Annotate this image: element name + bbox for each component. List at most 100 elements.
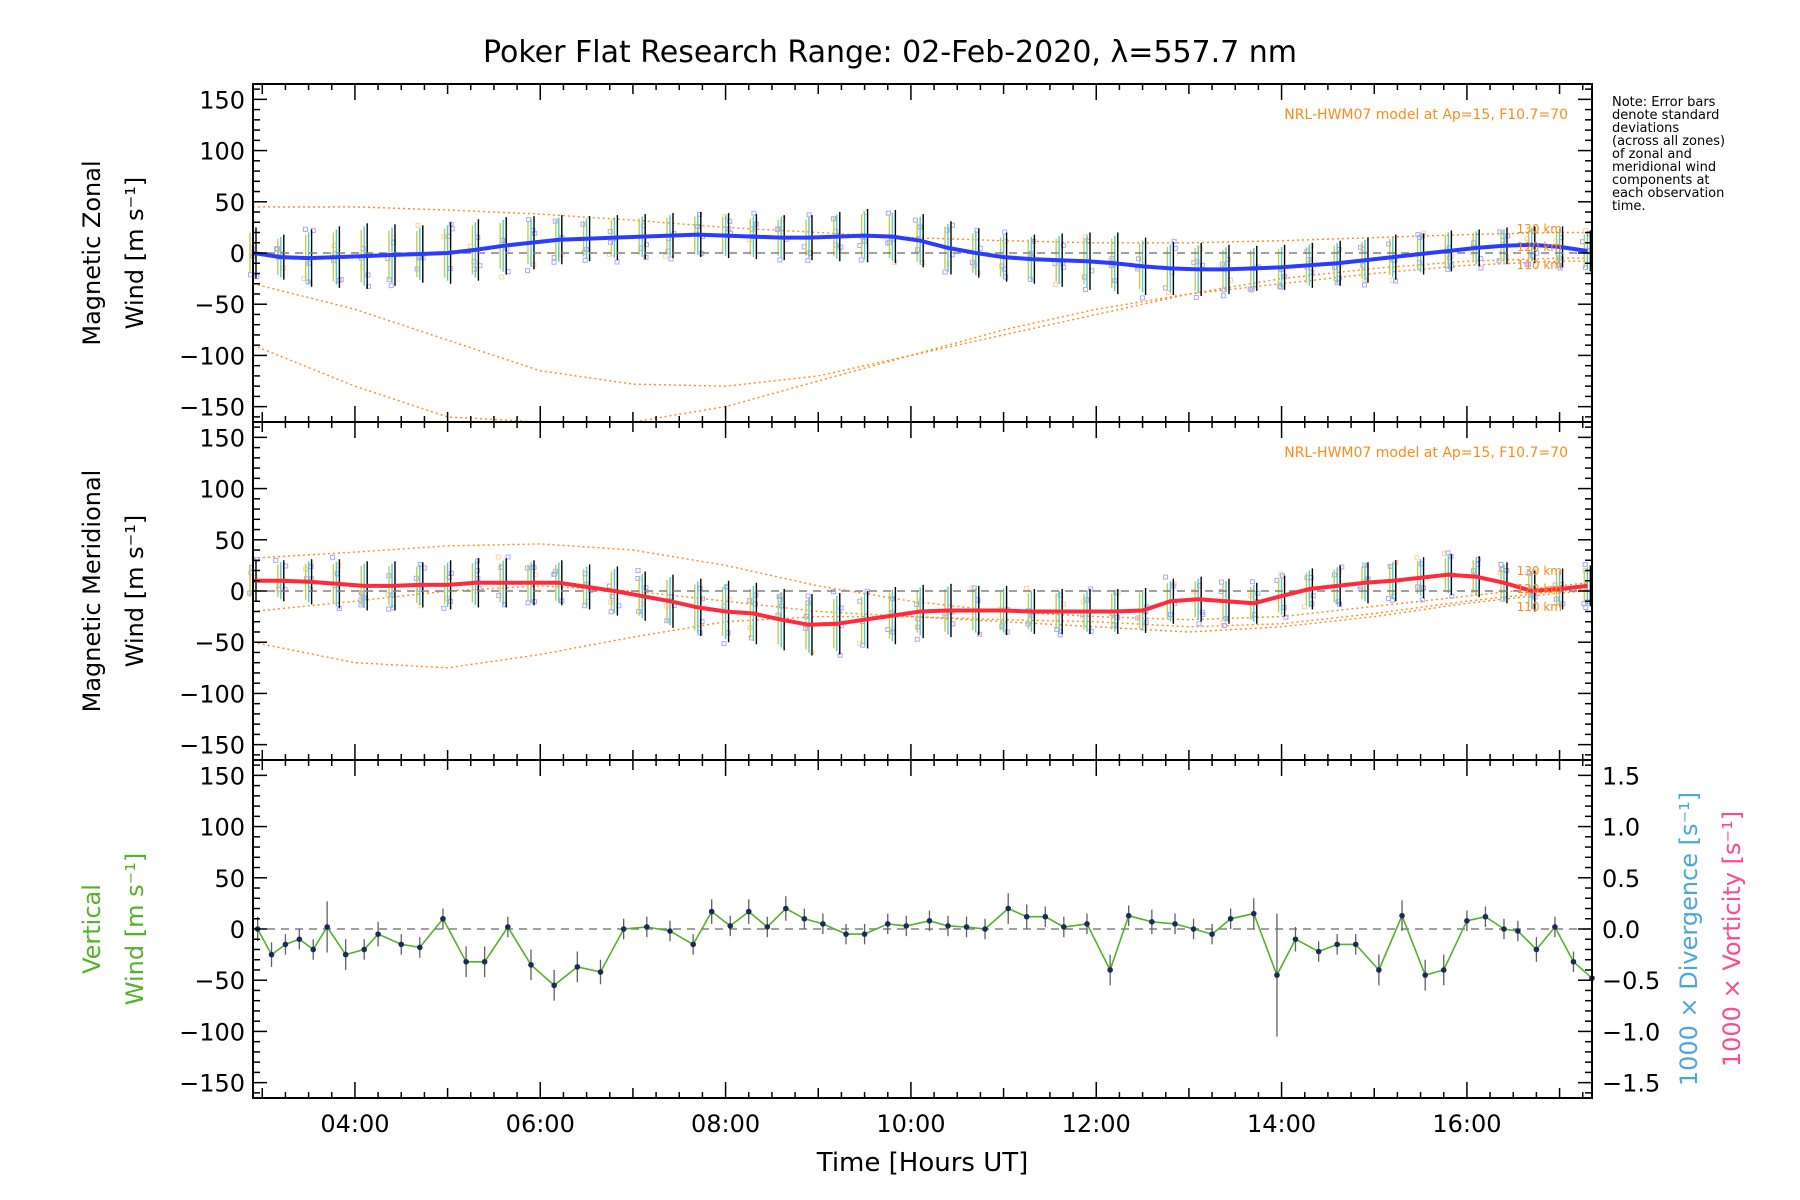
data-point bbox=[745, 908, 752, 915]
data-point bbox=[1005, 905, 1012, 912]
data-point bbox=[1209, 931, 1215, 937]
y-tick-label: 0 bbox=[230, 240, 245, 268]
data-point bbox=[1315, 948, 1322, 955]
scatter-point bbox=[1199, 262, 1205, 268]
y-tick-label: −100 bbox=[179, 342, 245, 370]
data-point bbox=[1464, 918, 1470, 924]
data-point bbox=[324, 924, 330, 930]
scatter-point bbox=[838, 244, 844, 250]
note-line: (across all zones) bbox=[1612, 134, 1725, 149]
scatter-point bbox=[858, 257, 864, 263]
meridional-model-curves bbox=[252, 543, 1588, 669]
scatter-point bbox=[722, 213, 728, 219]
scatter-point bbox=[1302, 604, 1308, 610]
scatter-point bbox=[330, 554, 336, 560]
y2-tick-label: 1.5 bbox=[1602, 762, 1640, 790]
y-tick-label: 50 bbox=[214, 189, 245, 217]
scatter-point bbox=[914, 636, 920, 642]
scatter-point bbox=[668, 256, 674, 262]
vertical-x-axis: 04:00 06:00 08:00 10:00 12:00 14:00 16:00 bbox=[261, 760, 1584, 1138]
data-point bbox=[268, 951, 275, 958]
scatter-point bbox=[777, 257, 783, 263]
vertical-errorbars bbox=[256, 893, 1593, 1037]
data-point bbox=[861, 931, 868, 937]
model-height-label: 120 km bbox=[1517, 582, 1562, 596]
divergence-axis-label: 1000 × Divergence [s⁻¹] bbox=[1675, 792, 1703, 1086]
scatter-point bbox=[1310, 593, 1316, 599]
model-curve bbox=[253, 206, 1588, 244]
scatter-point bbox=[1199, 609, 1205, 615]
y-tick-label: −50 bbox=[194, 291, 245, 319]
data-point bbox=[416, 944, 423, 951]
y-tick-label: 100 bbox=[199, 814, 245, 842]
meridional-model-label: NRL-HWM07 model at Ap=15, F10.7=70 bbox=[1284, 445, 1568, 461]
y-tick-label: −100 bbox=[179, 1018, 245, 1046]
zonal-panel: 150 100 50 0 −50 −100 −150 NRL-HWM07 model at … bbox=[78, 83, 1593, 423]
y-tick-label: 150 bbox=[199, 424, 245, 452]
scatter-point bbox=[1557, 265, 1563, 271]
scatter-point bbox=[1218, 579, 1224, 585]
data-point bbox=[1061, 924, 1067, 930]
y2-tick-label: −0.5 bbox=[1602, 967, 1660, 995]
scatter-point bbox=[1553, 239, 1559, 245]
vertical-y2-axis: 1.5 1.0 0.5 0.0 −0.5 −1.0 −1.5 bbox=[1578, 762, 1660, 1098]
zonal-ylabel-line2: Wind [m s⁻¹] bbox=[121, 177, 149, 329]
data-point bbox=[1084, 921, 1090, 927]
zonal-ylabel: Magnetic Zonal Wind [m s⁻¹] bbox=[78, 160, 149, 345]
scatter-point bbox=[806, 212, 812, 218]
model-height-label: 120 km bbox=[1517, 240, 1562, 254]
y2-tick-label: −1.5 bbox=[1602, 1070, 1660, 1098]
note-line: denote standard bbox=[1612, 108, 1719, 123]
scatter-point bbox=[1361, 282, 1367, 288]
y2-tick-label: 0.5 bbox=[1602, 865, 1640, 893]
data-point bbox=[903, 923, 910, 929]
scatter-point bbox=[388, 283, 394, 289]
scatter-point bbox=[1414, 555, 1420, 561]
note-line: Note: Error bars bbox=[1612, 95, 1716, 110]
vertical-panel: 150 100 50 0 −50 −100 −150 1.5 1.0 0.5 0.0 −0.5 −1.… bbox=[78, 759, 1746, 1178]
vertical-ylabel-line1: Vertical bbox=[78, 884, 106, 974]
scatter-point bbox=[1417, 234, 1423, 240]
scatter-point bbox=[1196, 621, 1202, 627]
y-tick-label: 0 bbox=[230, 916, 245, 944]
note-line: components at bbox=[1612, 173, 1710, 188]
model-curve bbox=[252, 585, 1588, 633]
model-curve bbox=[252, 543, 1588, 621]
y-tick-label: −100 bbox=[179, 680, 245, 708]
scatter-point bbox=[635, 568, 641, 574]
zonal-ylabel-line1: Magnetic Zonal bbox=[78, 160, 106, 345]
scatter-point bbox=[551, 259, 557, 265]
note-line: time. bbox=[1612, 199, 1646, 214]
scatter-point bbox=[805, 593, 811, 599]
data-point bbox=[620, 926, 627, 932]
scatter-point bbox=[805, 258, 811, 264]
data-point bbox=[945, 923, 951, 929]
scatter-point bbox=[1220, 620, 1226, 626]
data-point bbox=[843, 931, 849, 937]
scatter-point bbox=[1221, 622, 1227, 628]
data-point bbox=[1274, 972, 1280, 978]
data-point bbox=[1227, 915, 1234, 922]
scatter-point bbox=[1060, 242, 1066, 248]
data-point bbox=[926, 918, 933, 924]
y-tick-label: −150 bbox=[179, 732, 245, 760]
scatter-point bbox=[525, 268, 531, 274]
scatter-point bbox=[526, 217, 532, 223]
data-point bbox=[1422, 972, 1429, 978]
y-tick-label: 150 bbox=[199, 762, 245, 790]
zonal-x-ticks bbox=[261, 84, 1584, 422]
scatter-point bbox=[274, 246, 280, 252]
data-point bbox=[282, 941, 289, 948]
scatter-point bbox=[727, 218, 733, 224]
data-point bbox=[1023, 913, 1030, 920]
scatter-point bbox=[1500, 596, 1506, 602]
scatter-point bbox=[1002, 229, 1008, 235]
data-point bbox=[1042, 913, 1049, 920]
data-point bbox=[1125, 912, 1132, 919]
scatter-point bbox=[1057, 632, 1063, 638]
x-tick-label: 16:00 bbox=[1432, 1110, 1501, 1138]
scatter-point bbox=[1283, 614, 1289, 620]
scatter-point bbox=[1583, 605, 1589, 611]
meridional-errorbars bbox=[249, 554, 1592, 656]
